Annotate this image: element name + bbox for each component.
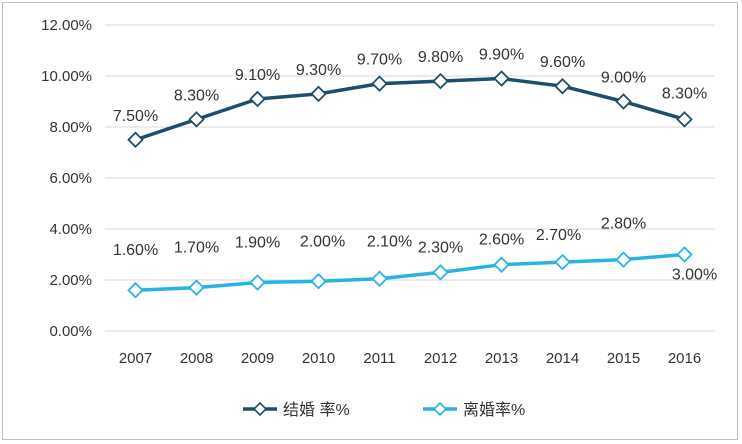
x-tick-label: 2009 — [241, 350, 274, 367]
x-tick-label: 2015 — [607, 350, 640, 367]
data-point-marker — [127, 131, 144, 149]
y-tick-label: 10.00% — [41, 68, 92, 85]
data-point-marker — [127, 281, 144, 299]
data-label: 2.60% — [479, 232, 524, 249]
data-label: 9.30% — [296, 62, 341, 79]
data-point-marker — [310, 273, 327, 290]
data-point-marker — [676, 111, 693, 128]
data-label: 2.70% — [536, 227, 581, 244]
data-label: 9.70% — [357, 52, 402, 69]
data-label: 9.00% — [601, 70, 646, 87]
x-tick-label: 2010 — [302, 350, 335, 367]
data-label: 2.00% — [300, 233, 345, 250]
x-tick-label: 2012 — [424, 350, 457, 367]
series-line-0 — [134, 76, 685, 142]
data-point-marker — [249, 274, 266, 291]
data-label: 3.00% — [672, 267, 717, 284]
data-point-marker — [493, 256, 510, 273]
data-label: 8.30% — [174, 87, 219, 104]
data-label: 9.80% — [418, 49, 463, 66]
data-label: 1.70% — [174, 240, 219, 257]
y-tick-label: 4.00% — [49, 221, 92, 238]
legend-label: 离婚率% — [463, 401, 525, 419]
y-tick-label: 12.00% — [41, 17, 92, 34]
data-label: 2.80% — [601, 216, 646, 233]
x-tick-label: 2008 — [180, 350, 213, 367]
series-line-1 — [135, 252, 685, 292]
legend: 结婚 率% 离婚率% — [243, 401, 525, 419]
x-tick-label: 2007 — [119, 350, 152, 367]
data-point-marker — [493, 70, 510, 87]
data-label: 1.60% — [113, 242, 158, 259]
data-point-marker — [432, 72, 449, 90]
data-label: 2.30% — [418, 239, 463, 256]
x-tick-label: 2011 — [363, 350, 395, 367]
legend-marker — [432, 401, 448, 417]
x-tick-label: 2014 — [546, 350, 579, 367]
legend-marker — [252, 401, 268, 417]
data-label: 8.30% — [662, 85, 707, 102]
x-tick-label: 2016 — [668, 350, 701, 367]
chart-frame — [2, 2, 738, 440]
data-point-marker — [371, 270, 388, 287]
data-point-marker — [676, 246, 693, 263]
data-label: 1.90% — [235, 235, 280, 252]
gridlines — [105, 24, 715, 332]
data-point-marker — [188, 111, 205, 128]
data-point-marker — [554, 253, 571, 271]
data-labels: 7.50% 8.30% 9.10% 9.30% 9.70% 9.80% 9.90% 9.60%… — [113, 47, 717, 284]
data-label: 9.90% — [479, 47, 524, 64]
y-tick-label: 8.00% — [49, 119, 92, 136]
data-label: 7.50% — [113, 108, 158, 125]
data-point-marker — [188, 279, 205, 296]
data-point-marker — [310, 85, 327, 103]
data-point-marker — [249, 90, 266, 108]
series-group — [127, 70, 693, 299]
data-point-marker — [615, 93, 632, 110]
y-tick-label: 0.00% — [49, 323, 92, 340]
data-label: 2.10% — [367, 234, 412, 251]
x-axis-ticks: 2007 2008 2009 2010 2011 2012 2013 2014 2015 2016 — [119, 350, 701, 367]
legend-label: 结婚 率% — [283, 401, 350, 419]
data-point-marker — [371, 75, 388, 92]
data-point-marker — [432, 264, 449, 281]
data-point-marker — [554, 77, 571, 95]
y-tick-label: 6.00% — [49, 170, 92, 187]
data-point-marker — [615, 251, 632, 268]
x-tick-label: 2013 — [485, 350, 518, 367]
y-axis-ticks: 0.00% 2.00% 4.00% 6.00% 8.00% 10.00% 12.00% — [41, 17, 92, 340]
data-label: 9.10% — [235, 67, 280, 84]
data-label: 9.60% — [540, 54, 585, 71]
y-tick-label: 2.00% — [49, 272, 92, 289]
